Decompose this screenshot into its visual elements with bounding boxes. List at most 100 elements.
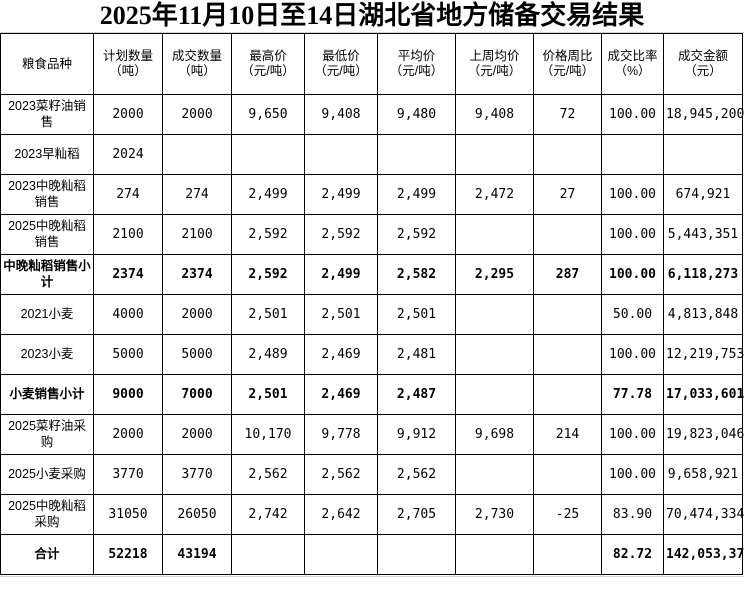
- cell-traded-quantity: 2000: [162, 294, 232, 335]
- cell-last-week-average-price: 2,295: [455, 254, 534, 295]
- table-row: 2025菜籽油采购 2000 2000 10,170 9,778 9,912 9,698 21…: [0, 414, 744, 455]
- cell-planned-quantity: 52218: [93, 534, 163, 575]
- cell-grain-variety: 2025中晚籼稻采购: [0, 494, 94, 535]
- cell-grain-variety: 2023菜籽油销售: [0, 94, 94, 135]
- column-header-unit: （元/吨）: [241, 64, 295, 78]
- column-header-main: 粮食品种: [21, 56, 72, 71]
- cell-planned-quantity: 9000: [93, 374, 163, 415]
- column-header-main: 最高价: [249, 49, 287, 64]
- column-header-main: 价格周比: [542, 49, 593, 64]
- cell-grain-variety: 2021小麦: [0, 294, 94, 335]
- cell-planned-quantity: 274: [93, 174, 163, 215]
- column-header-main: 平均价: [397, 49, 436, 64]
- cell-grain-variety: 2025菜籽油采购: [0, 414, 94, 455]
- table-header: 粮食品种 计划数量 （吨） 成交数量 （吨） 最高价 （元/吨） 最低价 （元/吨） 平均价 （元/…: [0, 33, 743, 95]
- cell-trade-amount: [663, 134, 743, 175]
- cell-trade-ratio: 100.00: [601, 454, 664, 495]
- table-row: 2023小麦 5000 5000 2,489 2,469 2,481 100.00 12,21…: [0, 334, 744, 375]
- cell-price-week-change: [533, 294, 602, 335]
- title-row: 2025年11月10日至14日湖北省地方储备交易结果: [0, 0, 744, 33]
- column-header-unit: （%）: [614, 64, 651, 78]
- cell-lowest-price: 2,499: [304, 254, 378, 295]
- cell-price-week-change: [533, 134, 602, 175]
- column-header-unit: （元/吨）: [467, 64, 522, 78]
- cell-planned-quantity: 2024: [93, 134, 163, 175]
- cell-lowest-price: 9,778: [304, 414, 378, 455]
- cell-trade-amount: 6,118,273: [663, 254, 743, 295]
- table-row: 2025中晚籼稻销售 2100 2100 2,592 2,592 2,592 100.00 5…: [0, 214, 743, 255]
- cell-average-price: 2,705: [377, 494, 456, 535]
- table-row: 2021小麦 4000 2000 2,501 2,501 2,501 50.00 4,813,…: [0, 294, 743, 335]
- cell-highest-price: 10,170: [231, 414, 305, 455]
- table-row-total: 合计 52218 43194 82.72 142,053,374: [0, 534, 744, 575]
- column-header-unit: （元/吨）: [314, 64, 368, 78]
- column-header-lowest-price: 最低价 （元/吨）: [304, 33, 378, 95]
- column-header-main: 成交金额（元）: [677, 49, 728, 78]
- table-row: 2025小麦采购 3770 3770 2,562 2,562 2,562 100.00 9,6…: [0, 454, 743, 495]
- column-header-trade-ratio: 成交比率 （%）: [601, 33, 664, 95]
- cell-highest-price: 2,501: [231, 374, 305, 415]
- cell-highest-price: [231, 534, 305, 575]
- column-header-unit: （元/吨）: [540, 64, 595, 78]
- cell-lowest-price: [304, 134, 378, 175]
- cell-trade-ratio: 100.00: [601, 414, 664, 455]
- table-row-subtotal: 小麦销售小计 9000 7000 2,501 2,469 2,487 77.78 17,033…: [0, 374, 744, 415]
- cell-average-price: 2,501: [377, 294, 456, 335]
- cell-last-week-average-price: [455, 534, 534, 575]
- cell-trade-amount: 674,921: [663, 174, 743, 215]
- cell-lowest-price: 2,469: [304, 374, 378, 415]
- cell-last-week-average-price: 2,730: [455, 494, 534, 535]
- cell-trade-amount: 9,658,921: [663, 454, 743, 495]
- cell-highest-price: 2,489: [231, 334, 305, 375]
- column-header-main: 上周均价: [469, 49, 520, 64]
- cell-price-week-change: 214: [533, 414, 602, 455]
- cell-planned-quantity: 3770: [93, 454, 163, 495]
- cell-grain-variety: 小麦销售小计: [0, 374, 94, 415]
- cell-price-week-change: [533, 374, 602, 415]
- cell-trade-ratio: 100.00: [601, 254, 664, 295]
- cell-grain-variety: 2023中晚籼稻销售: [0, 174, 94, 215]
- cell-lowest-price: 2,562: [304, 454, 378, 495]
- table-body: 2023菜籽油销售 2000 2000 9,650 9,408 9,480 9,408 72 1…: [0, 94, 744, 575]
- cell-grain-variety: 2025小麦采购: [0, 454, 94, 495]
- cell-grain-variety: 2025中晚籼稻销售: [0, 214, 94, 255]
- cell-price-week-change: [533, 214, 602, 255]
- cell-lowest-price: 2,499: [304, 174, 378, 215]
- cell-highest-price: 2,742: [231, 494, 305, 535]
- cell-trade-ratio: 83.90: [601, 494, 664, 535]
- table-row-subtotal: 中晚籼稻销售小计 2374 2374 2,592 2,499 2,582 2,295 287 1…: [0, 254, 743, 295]
- column-header-main: 计划数量: [102, 49, 153, 64]
- cell-trade-amount: 4,813,848: [663, 294, 743, 335]
- column-header-unit: （吨）: [109, 64, 147, 78]
- column-header-average-price: 平均价 （元/吨）: [377, 33, 456, 95]
- cell-traded-quantity: 7000: [162, 374, 232, 415]
- cell-highest-price: 9,650: [231, 94, 305, 135]
- table-row: 2025中晚籼稻采购 31050 26050 2,742 2,642 2,705 2,730…: [0, 494, 744, 535]
- cell-highest-price: 2,592: [231, 214, 305, 255]
- cell-trade-ratio: 100.00: [601, 214, 664, 255]
- cell-average-price: [377, 534, 456, 575]
- cell-traded-quantity: 26050: [162, 494, 232, 535]
- cell-trade-amount: 18,945,200: [663, 94, 744, 135]
- cell-traded-quantity: [162, 134, 232, 175]
- cell-planned-quantity: 31050: [93, 494, 163, 535]
- header-row: 粮食品种 计划数量 （吨） 成交数量 （吨） 最高价 （元/吨） 最低价 （元/吨） 平均价 （元/…: [0, 33, 743, 95]
- cell-planned-quantity: 2000: [93, 414, 163, 455]
- cell-lowest-price: 2,501: [304, 294, 378, 335]
- cell-planned-quantity: 2100: [93, 214, 163, 255]
- cell-trade-ratio: 100.00: [601, 94, 664, 135]
- column-header-last-week-average-price: 上周均价 （元/吨）: [455, 33, 534, 95]
- cell-average-price: [377, 134, 456, 175]
- cell-average-price: 2,487: [377, 374, 456, 415]
- cell-average-price: 9,480: [377, 94, 456, 135]
- column-header-main: 成交数量: [171, 49, 222, 64]
- page-title: 2025年11月10日至14日湖北省地方储备交易结果: [99, 1, 645, 30]
- cell-trade-amount: 70,474,334: [663, 494, 744, 535]
- cell-traded-quantity: 2000: [162, 414, 232, 455]
- cell-grain-variety: 中晚籼稻销售小计: [0, 254, 94, 295]
- cell-trade-ratio: 100.00: [601, 174, 664, 215]
- cell-price-week-change: 27: [533, 174, 602, 215]
- cell-lowest-price: 9,408: [304, 94, 378, 135]
- cell-price-week-change: [533, 334, 602, 375]
- cell-traded-quantity: 43194: [162, 534, 232, 575]
